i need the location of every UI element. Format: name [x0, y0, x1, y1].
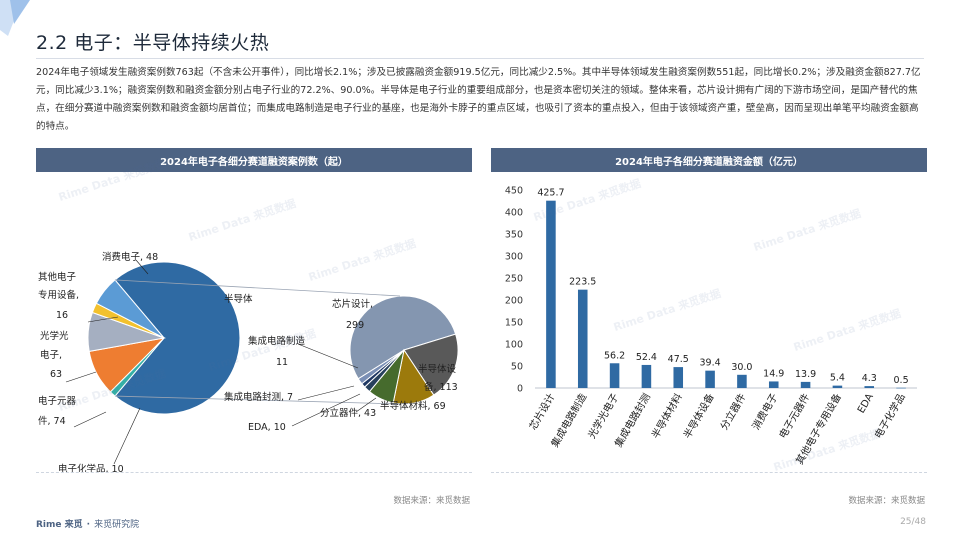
pie-leader-line [297, 385, 355, 401]
bar-6 [737, 374, 747, 388]
y-tick-label: 100 [505, 340, 523, 351]
x-category-label: 分立器件 [717, 391, 748, 432]
corner-decoration [0, 0, 30, 36]
pie-of-pie-chart: 半导体 电子化学品, 10 电子元器 件, 74 光学光 电子, 63 其他电子… [38, 251, 459, 475]
y-tick-label: 300 [505, 252, 523, 263]
pie-leader-line [135, 259, 149, 275]
x-category-label: 光学光电子 [585, 391, 621, 441]
label-other-3: 16 [56, 310, 68, 321]
label-equipment-2: 备, 113 [424, 381, 458, 393]
y-tick-label: 50 [511, 362, 523, 373]
bar-value-label: 0.5 [894, 375, 909, 386]
bar-2 [609, 363, 620, 388]
bar-value-label: 14.9 [763, 368, 784, 379]
x-category-label: 芯片设计 [526, 391, 557, 432]
brand-logo-text: Rime 来觅 [36, 520, 83, 530]
x-category-label: 电子元器件 [776, 391, 812, 441]
pie-leader-line [73, 411, 107, 428]
bar-3 [641, 364, 652, 388]
right-chart-header: 2024年电子各细分赛道融资金额（亿元） [491, 148, 927, 172]
label-consumer: 消费电子, 48 [102, 251, 158, 263]
pie-leader-line [297, 343, 359, 369]
bar-11 [896, 387, 906, 389]
label-semiconductor: 半导体 [224, 293, 253, 305]
detail-pie-slice-4 [403, 333, 459, 396]
bar-value-label: 52.4 [636, 352, 657, 363]
detail-pie-slice-6 [368, 349, 405, 404]
x-category-label: EDA [856, 392, 876, 416]
right-chart-body: 0 50 100 150 200 250 300 350 400 450 425.7 223.5 56… [491, 172, 927, 474]
bar-value-label: 13.9 [795, 369, 816, 380]
main-pie-slice-5 [95, 279, 165, 339]
bar-chart: 0 50 100 150 200 250 300 350 400 450 425.7 223.5 56… [505, 186, 917, 467]
bar-4 [673, 367, 684, 388]
bar-value-label: 5.4 [830, 373, 845, 384]
bar-5 [705, 370, 715, 388]
label-chip-design-1: 芯片设计, [332, 298, 373, 310]
y-tick-label: 350 [505, 230, 523, 241]
bar-value-label: 39.4 [700, 358, 721, 369]
y-tick-label: 200 [505, 296, 523, 307]
label-discrete: 分立器件, 43 [320, 407, 376, 419]
y-tick-label: 150 [505, 318, 523, 329]
bar-value-label: 47.5 [668, 354, 689, 365]
bar-1 [577, 289, 588, 388]
label-components-1: 电子元器 [38, 395, 77, 407]
pie-leader-line [355, 397, 377, 413]
right-chart-panel: 2024年电子各细分赛道融资金额（亿元） 0 50 100 150 200 250 300 3… [491, 148, 927, 510]
pie-leader-line [113, 407, 141, 465]
y-tick-label: 250 [505, 274, 523, 285]
x-category-label: 半导体材料 [649, 391, 685, 441]
label-components-2: 件, 74 [38, 415, 66, 427]
pie-connector-line [114, 279, 401, 297]
y-tick-label: 450 [505, 186, 523, 197]
label-equipment-1: 半导体设 [418, 363, 457, 375]
brand-institute: 来觅研究院 [94, 520, 140, 530]
x-category-label: 半导体设备 [680, 391, 716, 441]
bar-value-label: 4.3 [862, 373, 877, 384]
y-tick-label: 0 [517, 384, 523, 395]
main-pie-slice-0 [114, 261, 241, 415]
summary-paragraph: 2024年电子领域发生融资案例数763起（不含未公开事件），同比增长2.1%；涉… [36, 67, 921, 132]
left-data-source: 数据来源：来觅数据 [393, 496, 470, 506]
page-number: 25/48 [900, 517, 926, 527]
label-optical-2: 电子, [40, 349, 62, 361]
bar-value-label: 425.7 [537, 188, 564, 199]
page-title: 2.2 电子：半导体持续火热 [36, 32, 270, 54]
pie-connector-line [114, 395, 401, 405]
bar-value-label: 30.0 [731, 362, 752, 373]
label-chip-design-2: 299 [346, 320, 364, 331]
label-fab-2: 11 [276, 357, 288, 368]
detail-pie-slice-3 [349, 295, 457, 380]
bar-value-label: 56.2 [604, 350, 625, 361]
y-tick-label: 400 [505, 208, 523, 219]
label-material: 半导体材料, 69 [380, 400, 446, 412]
left-chart-body: 半导体 电子化学品, 10 电子元器 件, 74 光学光 电子, 63 其他电子… [36, 157, 472, 475]
bar-10 [864, 386, 875, 388]
label-chemicals: 电子化学品, 10 [58, 463, 124, 472]
label-packaging: 集成电路封测, 7 [224, 391, 293, 403]
label-optical-3: 63 [50, 369, 62, 380]
pie-leader-line [291, 393, 361, 427]
label-optical-1: 光学光 [40, 330, 69, 342]
left-chart-panel: 2024年电子各细分赛道融资案例数（起） 半导体 电子化学品, 10 电子元器 … [36, 148, 472, 510]
right-data-source: 数据来源：来觅数据 [848, 496, 925, 506]
label-other-2: 专用设备, [38, 289, 79, 301]
label-other-1: 其他电子 [38, 271, 77, 283]
left-chart-header: 2024年电子各细分赛道融资案例数（起） [36, 148, 472, 172]
x-category-label: 消费电子 [749, 391, 780, 432]
bar-value-label: 223.5 [569, 277, 596, 288]
pie-leader-line [65, 371, 97, 383]
bar-7 [768, 381, 779, 388]
footer-brand: Rime 来觅 · 来觅研究院 [36, 520, 140, 530]
pie-leader-line [87, 316, 119, 323]
bar-0 [546, 200, 556, 388]
bar-8 [800, 381, 811, 388]
label-fab-1: 集成电路制造 [248, 335, 306, 347]
title-divider [36, 58, 924, 59]
label-eda: EDA, 10 [248, 422, 286, 433]
bar-9 [832, 385, 843, 388]
